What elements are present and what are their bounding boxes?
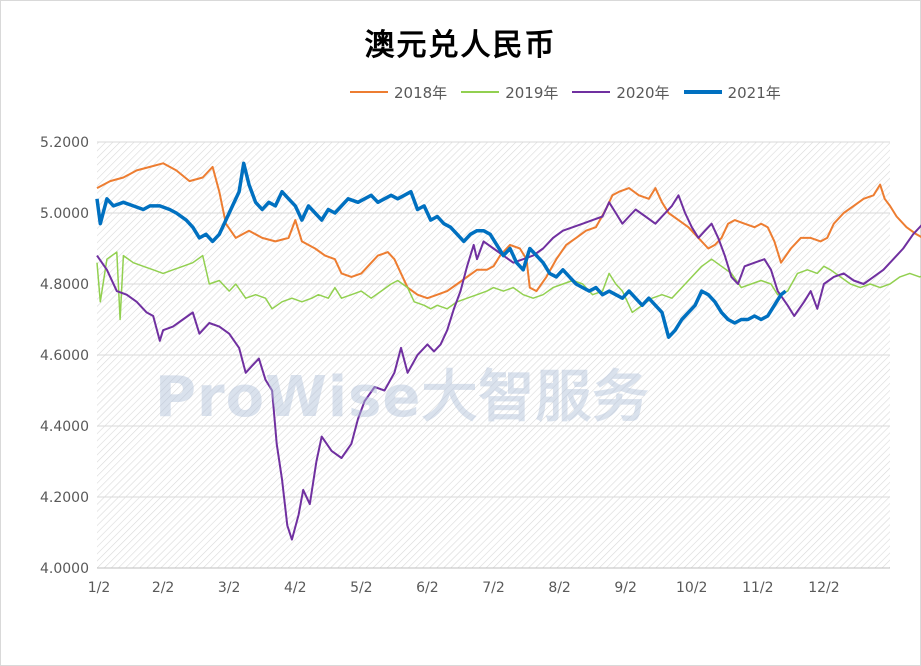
legend: 2018年 2019年 2020年 2021年 bbox=[350, 82, 795, 102]
y-tick-label: 5.0000 bbox=[40, 206, 89, 222]
y-tick-label: 4.2000 bbox=[40, 490, 89, 506]
x-tick-label: 11/2 bbox=[742, 580, 773, 596]
x-tick-label: 8/2 bbox=[548, 580, 571, 596]
y-tick-label: 5.2000 bbox=[40, 135, 89, 151]
legend-swatch-2020 bbox=[572, 91, 611, 93]
series-line-2020年 bbox=[96, 194, 921, 541]
legend-item-2019: 2019年 bbox=[461, 82, 558, 103]
series-line-2018年 bbox=[96, 162, 921, 300]
legend-swatch-2019 bbox=[461, 91, 500, 93]
legend-label-2020: 2020年 bbox=[616, 83, 670, 102]
legend-label-2018: 2018年 bbox=[394, 83, 448, 102]
x-tick-label: 1/2 bbox=[88, 580, 111, 596]
legend-label-2019: 2019年 bbox=[505, 83, 559, 102]
series-line-2021年 bbox=[95, 161, 787, 339]
legend-item-2021: 2021年 bbox=[683, 82, 781, 103]
x-tick-label: 9/2 bbox=[614, 580, 637, 596]
legend-item-2018: 2018年 bbox=[350, 82, 447, 103]
series-line-2019年 bbox=[96, 251, 921, 321]
x-tick-label: 5/2 bbox=[350, 580, 373, 596]
x-tick-label: 10/2 bbox=[676, 580, 707, 596]
x-tick-label: 3/2 bbox=[218, 580, 241, 596]
x-tick-label: 2/2 bbox=[152, 580, 175, 596]
chart-title: 澳元兑人民币 bbox=[364, 28, 557, 63]
legend-swatch-2018 bbox=[350, 91, 388, 93]
legend-label-2021: 2021年 bbox=[727, 83, 781, 102]
x-tick-label: 6/2 bbox=[416, 580, 439, 596]
y-tick-label: 4.8000 bbox=[40, 277, 89, 293]
x-tick-label: 12/2 bbox=[808, 580, 839, 596]
y-tick-label: 4.4000 bbox=[40, 419, 89, 435]
y-tick-label: 4.0000 bbox=[40, 561, 89, 577]
y-tick-label: 4.6000 bbox=[40, 348, 89, 364]
legend-swatch-2021 bbox=[683, 90, 722, 94]
watermark: ProWise大智服务 bbox=[155, 365, 650, 430]
legend-item-2020: 2020年 bbox=[572, 82, 670, 103]
x-tick-label: 4/2 bbox=[284, 580, 307, 596]
x-tick-label: 7/2 bbox=[482, 580, 505, 596]
